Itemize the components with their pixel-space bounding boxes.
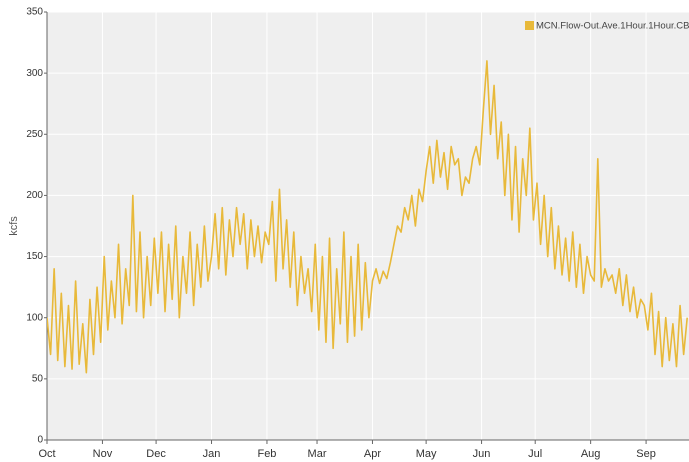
x-tick-label: Feb: [257, 448, 276, 460]
y-tick-label: 200: [26, 190, 43, 201]
x-tick-label: Nov: [93, 448, 113, 460]
y-tick-label: 100: [26, 312, 43, 323]
y-tick-label: 0: [37, 435, 43, 446]
y-tick-label: 250: [26, 129, 43, 140]
x-tick-label: Dec: [146, 448, 166, 460]
y-tick-label: 300: [26, 68, 43, 79]
plot-background: [47, 12, 689, 440]
x-tick-label: Jun: [473, 448, 491, 460]
x-tick-label: Aug: [581, 448, 601, 460]
y-axis-label: kcfs: [8, 216, 20, 236]
x-tick-label: Oct: [38, 448, 55, 460]
plot-area: MCN.Flow-Out.Ave.1Hour.1Hour.CBT-REV(kc: [47, 21, 689, 374]
y-tick-label: 150: [26, 251, 43, 262]
legend-label: MCN.Flow-Out.Ave.1Hour.1Hour.CBT-REV(kc: [536, 21, 689, 32]
y-tick-label: 50: [32, 373, 44, 384]
x-tick-label: Jul: [528, 448, 542, 460]
x-tick-label: Jan: [203, 448, 221, 460]
x-tick-label: Sep: [636, 448, 656, 460]
legend-swatch: [525, 21, 534, 30]
x-tick-label: May: [416, 448, 437, 460]
x-tick-label: Apr: [364, 448, 381, 460]
x-tick-label: Mar: [308, 448, 327, 460]
line-series: [47, 60, 689, 374]
y-tick-label: 350: [26, 7, 43, 18]
